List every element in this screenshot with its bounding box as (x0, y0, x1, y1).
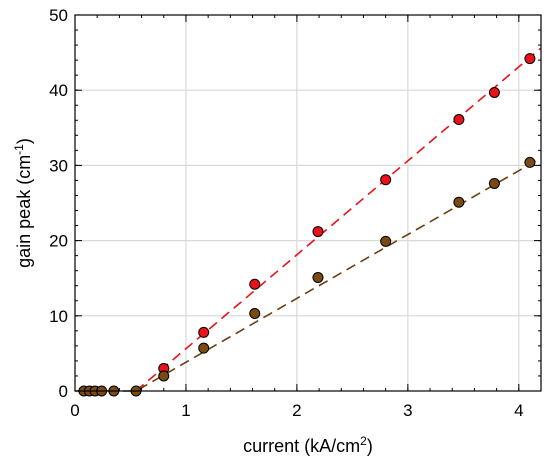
plot-frame (74, 14, 542, 392)
x-axis-label: current (kA/cm2) (243, 434, 373, 456)
data-point-series-2 (249, 308, 261, 320)
y-tick-label: 30 (49, 156, 68, 175)
y-tick-label: 50 (49, 6, 68, 25)
data-point-series-2 (453, 196, 465, 208)
x-tick-label: 1 (181, 401, 190, 420)
fit-lines (75, 47, 542, 392)
data-point-series-2 (524, 156, 536, 168)
data-points (78, 53, 536, 397)
data-point-series-1 (198, 326, 210, 338)
x-tick-label: 4 (514, 401, 523, 420)
data-point-series-1 (249, 278, 261, 290)
y-tick-label: 10 (49, 307, 68, 326)
grid-lines (75, 15, 541, 391)
data-point-series-2 (380, 235, 392, 247)
data-point-series-1 (453, 114, 465, 126)
data-point-series-2 (488, 177, 500, 189)
y-tick-label: 0 (59, 382, 68, 401)
x-tick-label: 0 (70, 401, 79, 420)
data-point-series-1 (312, 226, 324, 238)
x-tick-label: 2 (292, 401, 301, 420)
y-axis-label: gain peak (cm-1) (12, 138, 34, 268)
x-tick-label: 3 (403, 401, 412, 420)
y-tick-label: 40 (49, 81, 68, 100)
y-tick-label: 20 (49, 232, 68, 251)
data-point-series-2 (312, 271, 324, 283)
data-point-series-1 (488, 86, 500, 98)
data-point-series-1 (380, 174, 392, 186)
data-point-series-1 (524, 53, 536, 65)
data-point-series-2 (158, 370, 170, 382)
fit-line-series-1 (135, 47, 542, 392)
fit-line-series-2 (75, 157, 542, 392)
data-point-series-2 (198, 342, 210, 354)
